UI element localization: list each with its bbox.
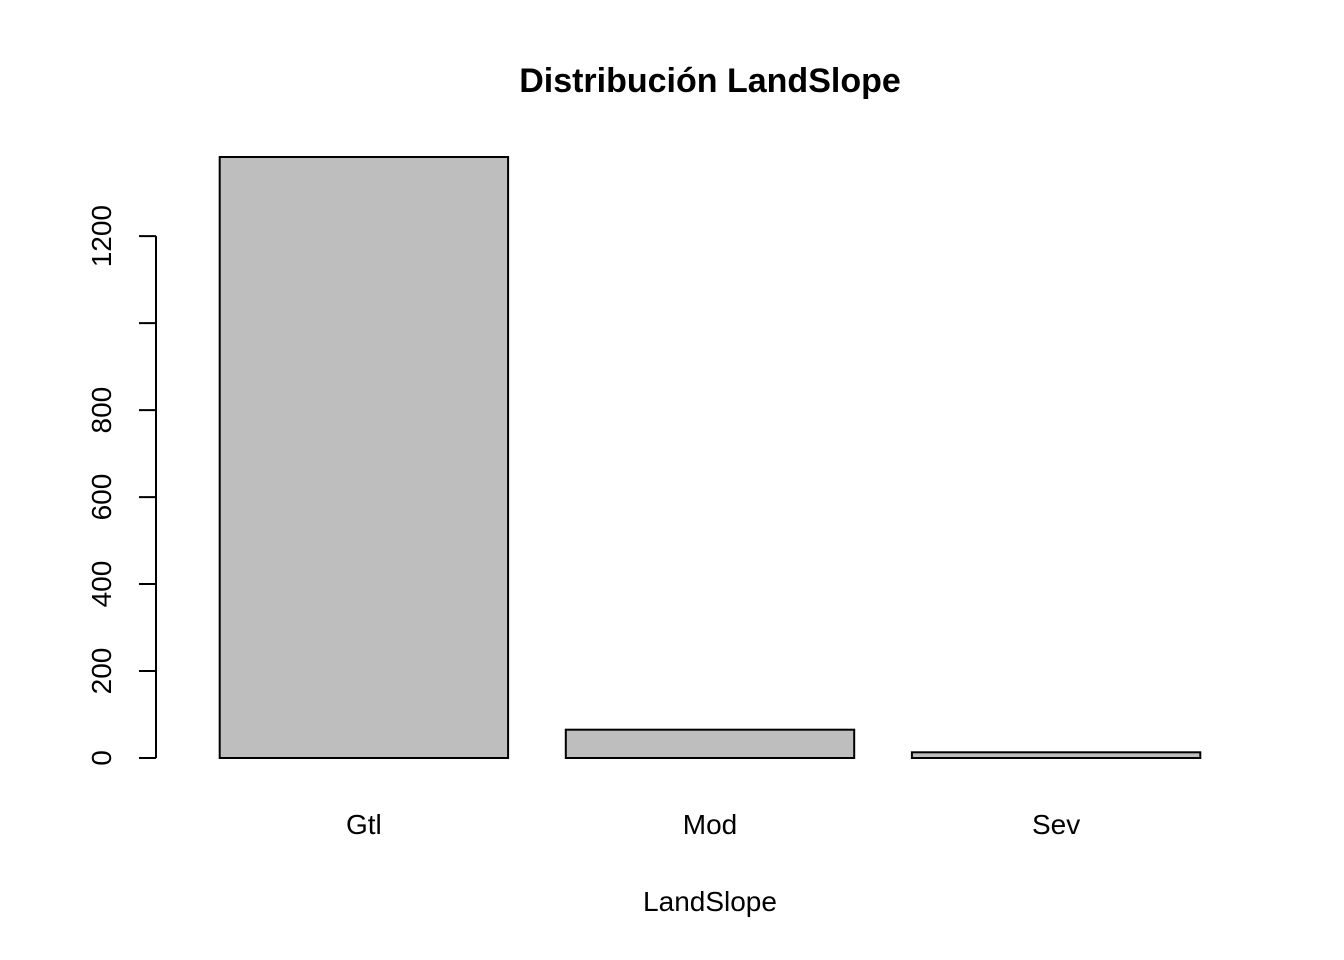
y-tick-label: 600 [86, 474, 117, 521]
x-tick-label: Sev [1032, 809, 1080, 840]
bar-sev [910, 751, 1202, 759]
chart-title: Distribución LandSlope [519, 62, 901, 100]
x-axis: Gtl Mod Sev [346, 809, 1080, 840]
x-tick-label: Mod [683, 809, 737, 840]
y-tick-label: 1200 [86, 205, 117, 267]
y-tick-label: 400 [86, 561, 117, 608]
bar-mod [564, 728, 856, 760]
bars [218, 156, 1202, 760]
y-tick-label: 0 [86, 750, 117, 766]
x-tick-label: Gtl [346, 809, 382, 840]
y-axis: 0 200 400 600 800 1200 [86, 205, 157, 766]
y-tick-label: 800 [86, 387, 117, 434]
y-tick-label: 200 [86, 648, 117, 695]
x-axis-title: LandSlope [643, 886, 777, 917]
bar-gtl [218, 156, 510, 759]
